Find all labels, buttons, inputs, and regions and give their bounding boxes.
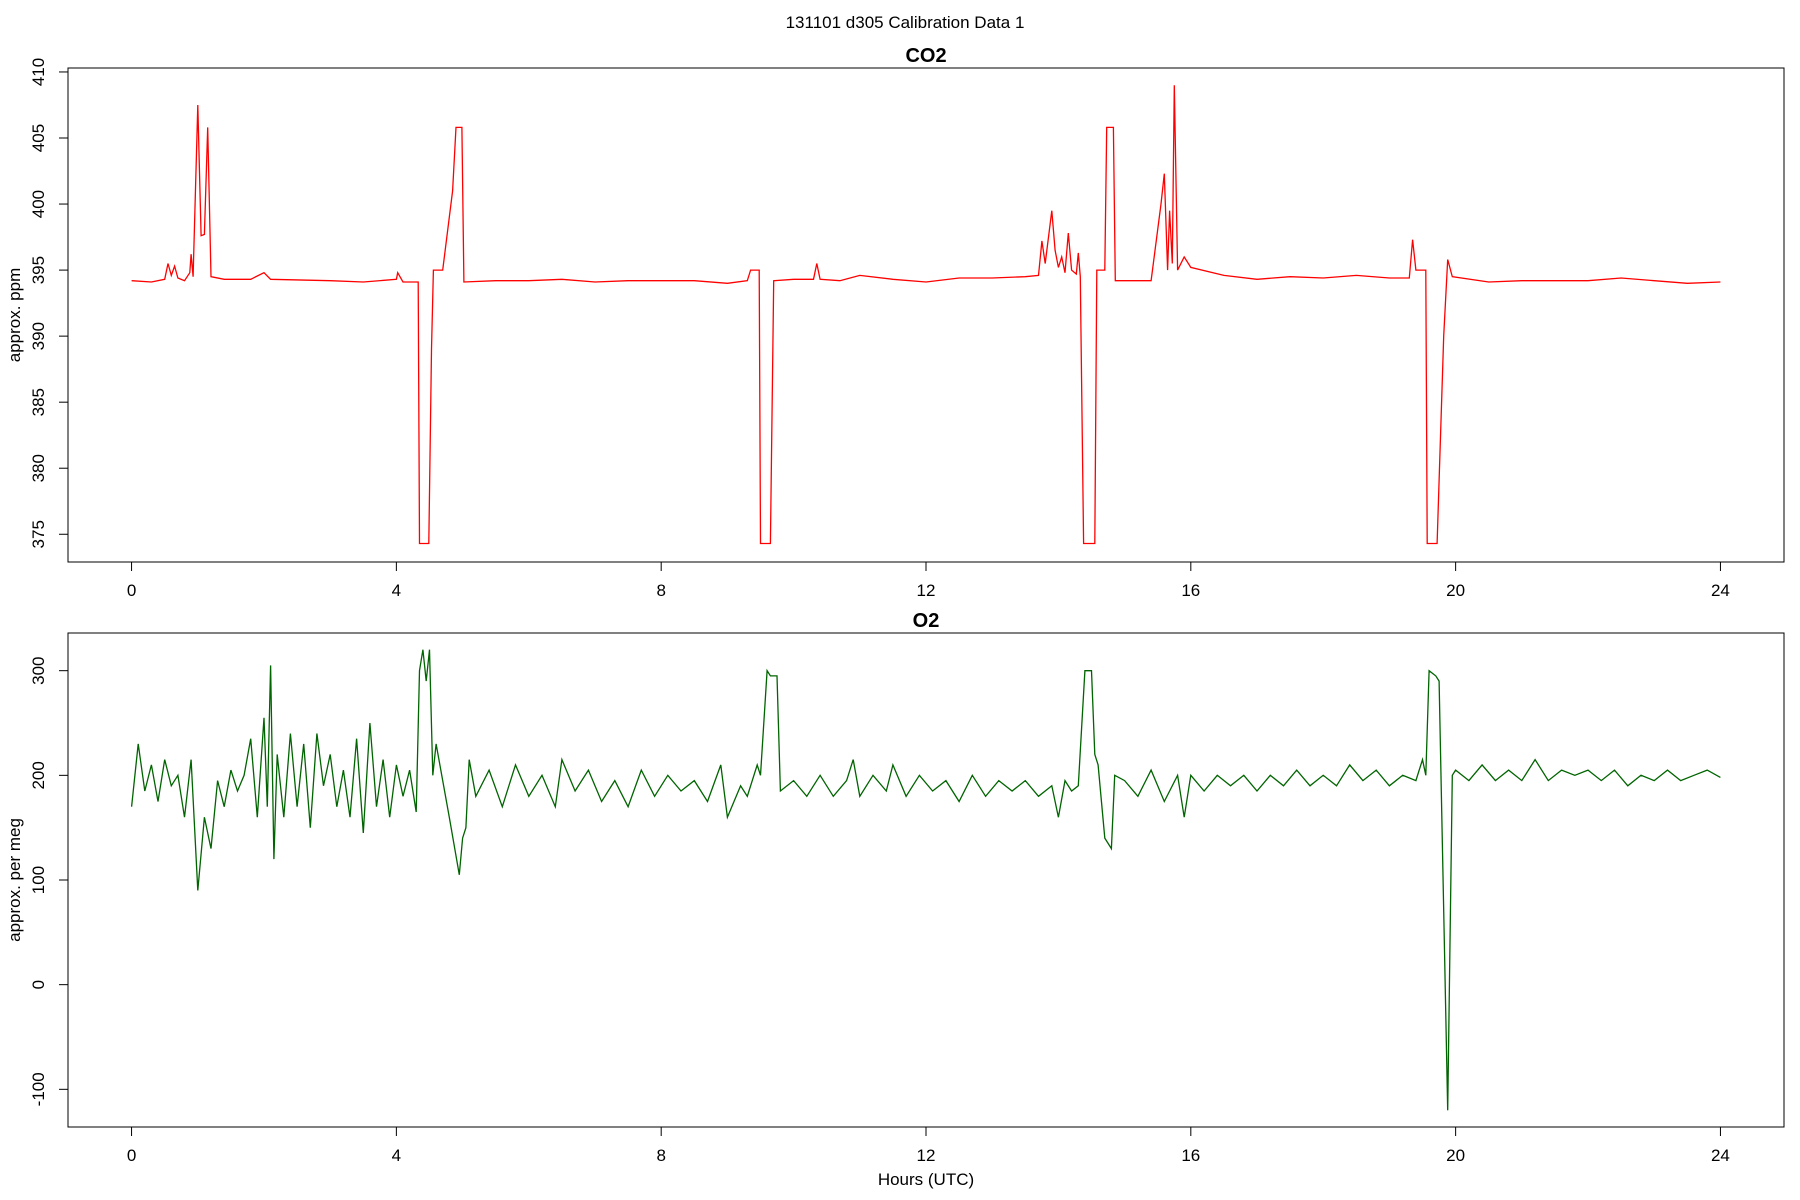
y-tick-label: 100 [29, 866, 48, 894]
x-tick-label: 20 [1446, 1146, 1465, 1165]
x-tick-label: 4 [392, 1146, 401, 1165]
x-axis-label: Hours (UTC) [878, 1170, 974, 1189]
data-line [131, 85, 1721, 545]
x-tick-label: 8 [656, 581, 665, 600]
figure-title: 131101 d305 Calibration Data 1 [786, 13, 1025, 32]
x-tick-label: 0 [127, 581, 136, 600]
y-axis-label: approx. ppm [5, 268, 24, 363]
plot-frame [67, 632, 1785, 1128]
x-tick-label: 0 [127, 1146, 136, 1165]
x-tick-label: 24 [1711, 581, 1730, 600]
x-tick-label: 20 [1446, 581, 1465, 600]
panel-title: CO2 [905, 45, 946, 67]
y-tick-label: 400 [29, 190, 48, 218]
x-tick-label: 16 [1181, 581, 1200, 600]
x-tick-label: 4 [392, 581, 401, 600]
y-tick-label: 410 [29, 58, 48, 86]
y-tick-label: 395 [29, 256, 48, 284]
y-tick-label: -100 [29, 1072, 48, 1106]
y-axis-label: approx. per meg [5, 818, 24, 942]
data-line [130, 649, 1721, 1111]
x-tick-label: 24 [1711, 1146, 1730, 1165]
panel-title: O2 [913, 610, 940, 632]
plot-frame [67, 67, 1785, 563]
y-tick-label: 300 [29, 656, 48, 684]
x-tick-label: 8 [656, 1146, 665, 1165]
y-tick-label: 390 [29, 322, 48, 350]
x-tick-label: 12 [917, 581, 936, 600]
y-tick-label: 375 [29, 520, 48, 548]
y-tick-label: 405 [29, 124, 48, 152]
y-tick-label: 385 [29, 388, 48, 416]
x-tick-label: 12 [917, 1146, 936, 1165]
y-tick-label: 380 [29, 454, 48, 482]
x-tick-label: 16 [1181, 1146, 1200, 1165]
y-tick-label: 0 [29, 980, 48, 989]
y-tick-label: 200 [29, 761, 48, 789]
